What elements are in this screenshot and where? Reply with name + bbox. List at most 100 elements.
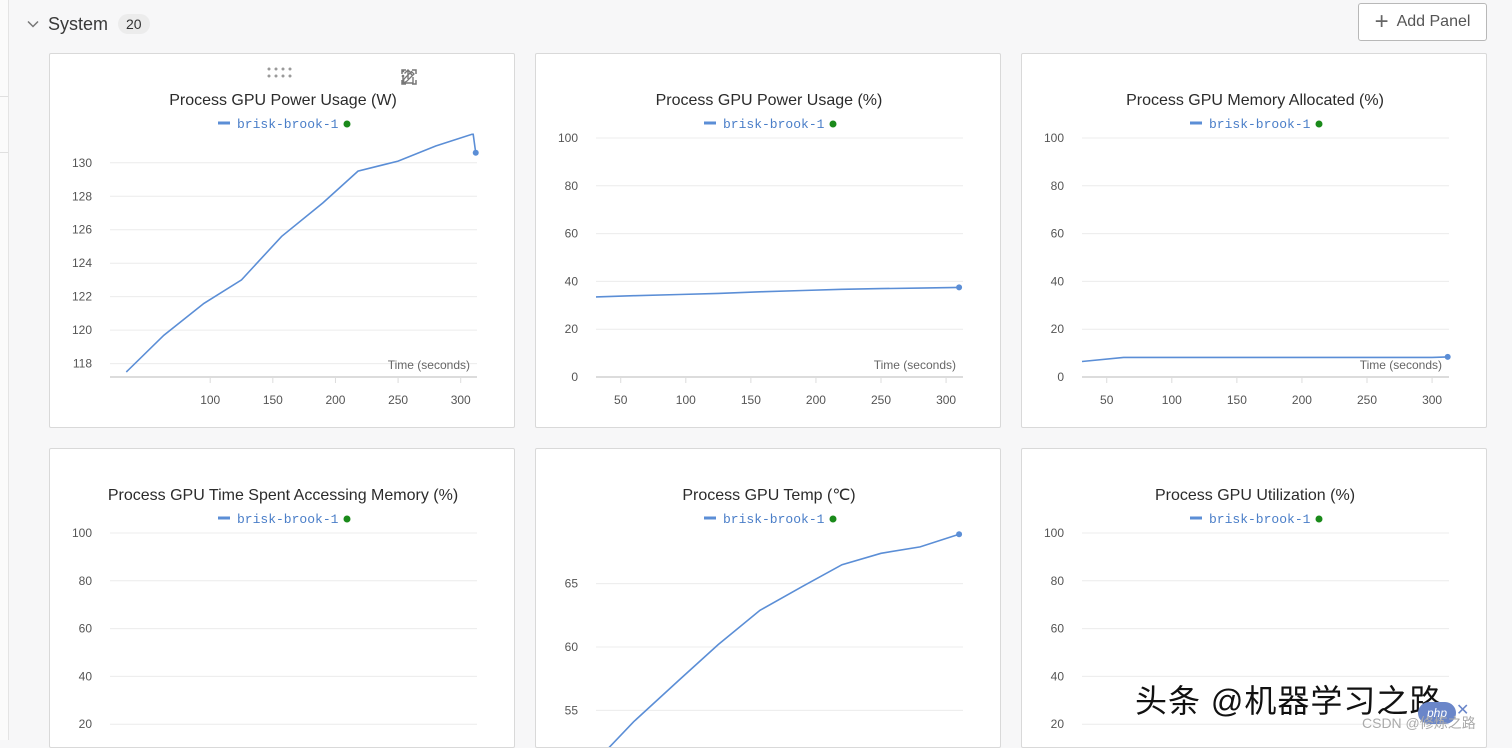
x-tick-label: 300 (936, 393, 956, 407)
x-tick-label: 200 (806, 393, 826, 407)
sidebar-divider (0, 96, 8, 153)
y-tick-label: 60 (1051, 227, 1065, 241)
expand-icon[interactable] (401, 68, 484, 88)
left-sidebar-edge (0, 0, 9, 740)
watermark-text: 头条 @机器学习之路 (1135, 683, 1443, 719)
chart-panel-gpu-utilization[interactable]: Process GPU Utilization (%) brisk-brook-1… (1021, 448, 1487, 748)
chart-svg: Process GPU Utilization (%) brisk-brook-1… (1044, 487, 1449, 731)
run-status-dot (1315, 515, 1323, 523)
y-tick-label: 20 (1051, 322, 1065, 336)
y-tick-label: 80 (565, 179, 579, 193)
x-tick-label: 50 (614, 393, 628, 407)
y-tick-label: 0 (571, 370, 578, 384)
run-status-dot (829, 515, 837, 523)
legend-entry[interactable]: brisk-brook-1 (237, 117, 339, 132)
close-icon[interactable]: ✕ (1456, 702, 1470, 719)
series-end-point[interactable] (956, 531, 963, 538)
x-tick-label: 250 (1357, 393, 1377, 407)
chart-svg: Process GPU Power Usage (W) brisk-brook-1… (72, 92, 479, 407)
legend-entry[interactable]: brisk-brook-1 (1209, 117, 1311, 132)
series-line[interactable] (125, 133, 477, 373)
series-line[interactable] (599, 533, 960, 748)
section-header[interactable]: System 20 (24, 8, 150, 40)
x-tick-label: 150 (1227, 393, 1247, 407)
add-panel-button[interactable]: + Add Panel (1358, 3, 1487, 41)
panel-toolbar (400, 68, 512, 88)
x-tick-label: 100 (1162, 393, 1182, 407)
legend-entry[interactable]: brisk-brook-1 (237, 512, 339, 527)
legend-entry[interactable]: brisk-brook-1 (723, 117, 825, 132)
section-title: System (48, 13, 109, 34)
series-end-point[interactable] (472, 149, 479, 156)
run-status-dot (343, 120, 351, 128)
chart-panel-gpu-time-memory[interactable]: Process GPU Time Spent Accessing Memory … (49, 448, 515, 748)
y-tick-label: 40 (79, 669, 93, 683)
y-tick-label: 60 (565, 640, 579, 654)
pencil-icon[interactable] (402, 68, 456, 88)
y-tick-label: 65 (565, 577, 579, 591)
chart-title: Process GPU Memory Allocated (%) (1126, 92, 1384, 109)
y-tick-label: 120 (72, 323, 92, 337)
run-status-dot (343, 515, 351, 523)
y-tick-label: 118 (73, 357, 92, 371)
y-tick-label: 20 (565, 322, 579, 336)
series-end-point[interactable] (956, 284, 963, 291)
y-tick-label: 40 (1051, 669, 1065, 683)
chart-svg: Process GPU Power Usage (%) brisk-brook-1… (558, 92, 963, 407)
x-tick-label: 250 (871, 393, 891, 407)
legend-entry[interactable]: brisk-brook-1 (1209, 512, 1311, 527)
chart-title: Process GPU Power Usage (W) (169, 92, 397, 109)
x-tick-label: 250 (388, 393, 408, 407)
y-tick-label: 100 (558, 131, 578, 145)
x-tick-label: 200 (325, 393, 345, 407)
y-tick-label: 20 (1051, 717, 1065, 731)
run-status-dot (829, 120, 837, 128)
y-tick-label: 80 (79, 574, 93, 588)
chart-panel-gpu-memory-allocated[interactable]: Process GPU Memory Allocated (%) brisk-br… (1021, 53, 1487, 428)
y-tick-label: 40 (1051, 274, 1065, 288)
chart-title: Process GPU Utilization (%) (1155, 487, 1355, 504)
php-badge: php (1418, 702, 1456, 724)
x-axis-label: Time (seconds) (388, 358, 470, 372)
y-tick-label: 124 (72, 256, 92, 270)
x-tick-label: 150 (741, 393, 761, 407)
y-tick-label: 122 (72, 290, 92, 304)
series-line[interactable] (1081, 356, 1448, 363)
y-tick-label: 20 (79, 717, 93, 731)
x-axis-label: Time (seconds) (874, 358, 956, 372)
y-tick-label: 55 (565, 703, 579, 717)
chart-panel-gpu-power-percent[interactable]: Process GPU Power Usage (%) brisk-brook-1… (535, 53, 1001, 428)
y-tick-label: 40 (565, 274, 579, 288)
y-tick-label: 60 (1051, 622, 1065, 636)
y-tick-label: 128 (72, 189, 92, 203)
add-panel-label: Add Panel (1396, 13, 1471, 30)
chevron-down-icon[interactable] (24, 15, 42, 33)
y-tick-label: 0 (1057, 370, 1064, 384)
series-line[interactable] (595, 286, 960, 298)
y-tick-label: 100 (1044, 131, 1064, 145)
series-end-point[interactable] (1444, 353, 1451, 360)
chart-svg: Process GPU Time Spent Accessing Memory … (72, 487, 477, 731)
y-tick-label: 80 (1051, 574, 1065, 588)
y-tick-label: 60 (565, 227, 579, 241)
x-tick-label: 50 (1100, 393, 1114, 407)
chart-title: Process GPU Time Spent Accessing Memory … (108, 487, 458, 504)
x-tick-label: 300 (451, 393, 471, 407)
legend-entry[interactable]: brisk-brook-1 (723, 512, 825, 527)
y-tick-label: 130 (72, 156, 92, 170)
panel-count-badge: 20 (118, 14, 150, 34)
x-tick-label: 200 (1292, 393, 1312, 407)
more-vert-icon[interactable] (401, 68, 512, 88)
csdn-watermark: CSDN @修炼之路 (1362, 715, 1476, 731)
chart-svg: Process GPU Temp (℃) brisk-brook-1 55 60 65 (565, 487, 963, 748)
chart-title: Process GPU Temp (℃) (682, 487, 855, 504)
x-axis-label: Time (seconds) (1360, 358, 1442, 372)
x-tick-label: 150 (263, 393, 283, 407)
x-tick-label: 100 (200, 393, 220, 407)
chart-panel-gpu-power-watts[interactable]: Process GPU Power Usage (W) brisk-brook-1… (49, 53, 515, 428)
chart-panel-gpu-temp[interactable]: Process GPU Temp (℃) brisk-brook-1 55 60 65 (535, 448, 1001, 748)
plus-icon: + (1374, 8, 1389, 35)
chart-title: Process GPU Power Usage (%) (656, 92, 883, 109)
y-tick-label: 100 (72, 526, 92, 540)
y-tick-label: 60 (79, 622, 93, 636)
